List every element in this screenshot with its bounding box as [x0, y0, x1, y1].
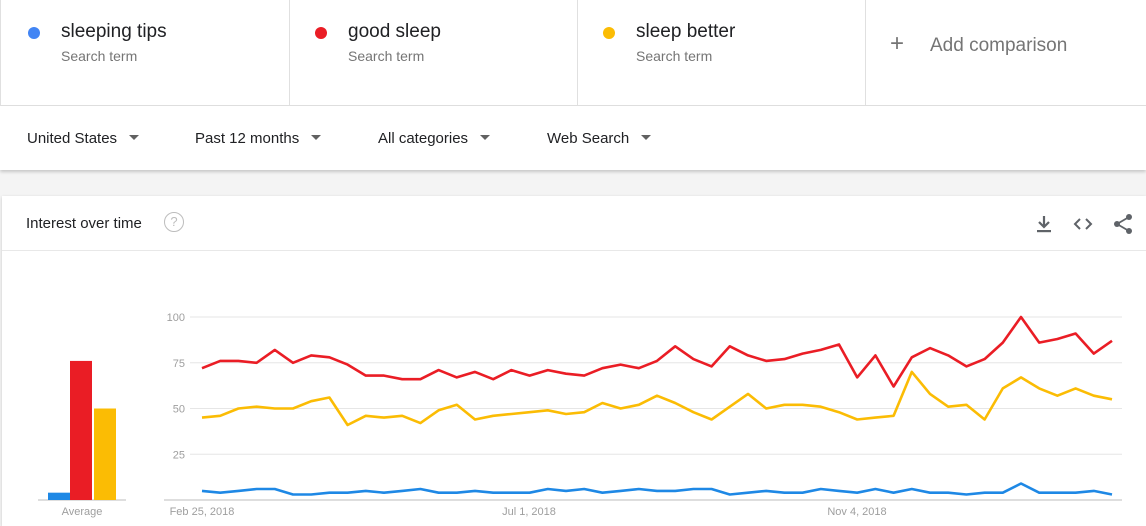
card-title: Interest over time	[26, 215, 142, 232]
category-dropdown[interactable]: All categories	[378, 130, 491, 147]
category-value: All categories	[378, 130, 469, 147]
search-type-value: Web Search	[547, 130, 630, 147]
plus-icon: +	[890, 30, 905, 57]
series-color-dot	[315, 27, 327, 39]
average-bar-good-sleep	[70, 360, 92, 500]
caret-down-icon	[641, 134, 652, 140]
term-type: Search term	[348, 48, 425, 64]
filter-bar: United States Past 12 months All categor…	[0, 106, 1146, 170]
search-type-dropdown[interactable]: Web Search	[547, 130, 652, 147]
series-line-good-sleep	[201, 315, 1113, 388]
term-card-sleep-better[interactable]: sleep better Search term	[578, 0, 866, 106]
caret-down-icon	[311, 134, 322, 140]
embed-code-icon[interactable]	[1071, 212, 1095, 236]
region-dropdown[interactable]: United States	[27, 130, 140, 147]
share-icon[interactable]	[1111, 212, 1135, 236]
average-label: Average	[62, 506, 103, 518]
term-type: Search term	[636, 48, 713, 64]
series-line-sleep-better	[201, 370, 1113, 427]
download-icon[interactable]	[1032, 212, 1056, 236]
x-tick-label: Jul 1, 2018	[502, 506, 556, 518]
time-range-dropdown[interactable]: Past 12 months	[195, 130, 322, 147]
x-tick-label: Feb 25, 2018	[170, 506, 235, 518]
term-name: sleeping tips	[61, 21, 167, 42]
term-type: Search term	[61, 48, 138, 64]
average-bar-sleeping-tips	[48, 492, 70, 500]
series-color-dot	[603, 27, 615, 39]
average-bar-sleep-better	[94, 408, 116, 500]
add-comparison-label: Add comparison	[930, 35, 1068, 56]
term-name: good sleep	[348, 21, 441, 42]
region-value: United States	[27, 130, 118, 147]
y-tick-label: 100	[167, 312, 185, 324]
term-card-sleeping-tips[interactable]: sleeping tips Search term	[0, 0, 290, 106]
card-header: Interest over time ?	[2, 196, 1146, 251]
y-tick-label: 25	[173, 449, 185, 461]
caret-down-icon	[480, 134, 491, 140]
interest-over-time-card: Interest over time ? 25 50 75 100 Average Feb…	[2, 196, 1146, 526]
comparison-bar: sleeping tips Search term good sleep Sea…	[0, 0, 1146, 106]
term-name: sleep better	[636, 21, 736, 42]
caret-down-icon	[129, 134, 140, 140]
time-range-value: Past 12 months	[195, 130, 300, 147]
y-tick-label: 50	[173, 404, 185, 416]
interest-chart: 25 50 75 100 Average Feb 25, 2018 Jul 1, 2018 N…	[38, 312, 1122, 518]
x-tick-label: Nov 4, 2018	[827, 506, 886, 518]
add-comparison-button[interactable]: + Add comparison	[866, 0, 1146, 106]
y-tick-label: 75	[173, 358, 185, 370]
series-color-dot	[28, 27, 40, 39]
term-card-good-sleep[interactable]: good sleep Search term	[290, 0, 578, 106]
question-icon[interactable]: ?	[164, 212, 184, 232]
series-line-sleeping-tips	[201, 482, 1113, 496]
